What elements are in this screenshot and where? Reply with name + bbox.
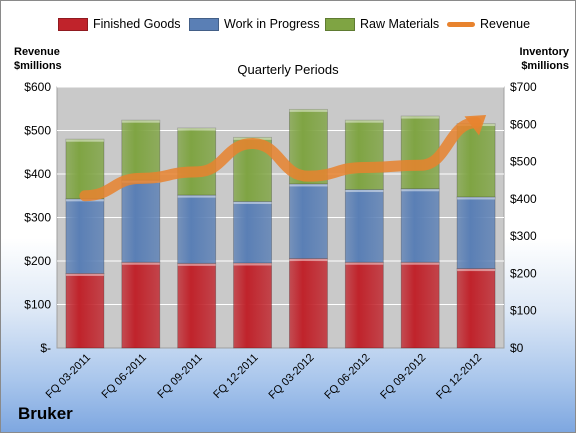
bar-top-highlight	[233, 201, 272, 204]
bar-raw-materials	[400, 115, 440, 190]
bar-top-highlight	[233, 262, 272, 266]
bar-finished-goods	[289, 258, 328, 349]
bar-finished-goods	[65, 273, 105, 349]
left-axis-tick-label: $500	[24, 124, 51, 138]
bar-top-highlight	[65, 273, 104, 276]
legend-item-revenue: Revenue	[447, 14, 530, 34]
left-axis-tick-label: $200	[24, 254, 51, 268]
x-axis-tick-label: FQ 12-2012	[434, 352, 484, 402]
legend-label-finished-goods: Finished Goods	[93, 17, 181, 31]
bar-work-in-progress	[400, 188, 440, 263]
x-axis-tick-label: FQ 09-2011	[155, 352, 204, 401]
bar-top-highlight	[401, 188, 440, 192]
bar-raw-materials	[177, 127, 217, 196]
x-axis-tick-label: FQ 03-2012	[267, 352, 317, 402]
bar-top-highlight	[289, 183, 328, 187]
company-name: Bruker	[18, 404, 73, 423]
left-axis-title-line2: $millions	[14, 60, 62, 72]
legend-item-work-in-progress: Work in Progress	[189, 14, 320, 34]
bar-top-highlight	[289, 109, 328, 112]
chart-subtitle: Quarterly Periods	[237, 62, 339, 77]
right-axis-title-line1: Inventory	[519, 46, 569, 58]
bar-work-in-progress	[121, 179, 161, 263]
x-axis-tick-label: FQ 06-2011	[100, 352, 149, 401]
bar-work-in-progress	[289, 183, 328, 259]
bar-finished-goods	[456, 268, 496, 349]
bar-finished-goods	[233, 262, 272, 349]
bar-work-in-progress	[344, 189, 384, 263]
bar-top-highlight	[177, 263, 216, 266]
bar-work-in-progress	[65, 198, 105, 274]
bar-work-in-progress	[456, 196, 496, 269]
bar-finished-goods	[177, 262, 217, 349]
right-axis-tick-label: $0	[510, 341, 524, 355]
x-axis-tick-label: FQ 06-2012	[322, 352, 372, 402]
legend: Finished Goods Work in Progress Raw Mate…	[0, 14, 576, 34]
left-axis-tick-label: $300	[24, 211, 51, 225]
right-axis-tick-label: $100	[510, 304, 537, 318]
bar-finished-goods	[121, 261, 161, 349]
left-axis-tick-label: $100	[24, 298, 51, 312]
legend-item-finished-goods: Finished Goods	[58, 14, 181, 34]
bar-work-in-progress	[177, 194, 217, 264]
bar-top-highlight	[457, 196, 496, 200]
revenue-line	[79, 117, 482, 202]
legend-item-raw-materials: Raw Materials	[325, 14, 439, 34]
bar-top-highlight	[289, 258, 328, 262]
right-axis-title-line2: $millions	[521, 60, 569, 72]
legend-swatch-work-in-progress	[189, 17, 219, 31]
right-axis-tick-label: $700	[510, 80, 537, 94]
legend-swatch-finished-goods	[58, 17, 88, 31]
bar-top-highlight	[401, 116, 440, 119]
bar-finished-goods	[344, 261, 384, 349]
right-axis-tick-label: $600	[510, 117, 537, 131]
revenue-arrowhead	[464, 115, 487, 136]
bar-top-highlight	[345, 120, 384, 123]
right-axis-tick-label: $500	[510, 155, 537, 169]
bar-top-highlight	[345, 262, 384, 265]
bar-raw-materials	[121, 119, 161, 181]
right-axis-tick-label: $200	[510, 266, 537, 280]
bar-top-highlight	[121, 120, 160, 123]
legend-label-revenue: Revenue	[480, 17, 531, 31]
legend-label-work-in-progress: Work in Progress	[224, 17, 320, 31]
legend-label-raw-materials: Raw Materials	[360, 17, 440, 31]
left-axis-title: Revenue $millions	[14, 45, 62, 73]
bar-top-highlight	[121, 262, 160, 265]
bar-work-in-progress	[233, 201, 272, 264]
right-axis-title: Inventory $millions	[509, 45, 569, 73]
left-axis-tick-label: $600	[24, 80, 51, 94]
bar-top-highlight	[65, 139, 104, 142]
bar-top-highlight	[457, 268, 496, 272]
bar-top-highlight	[177, 195, 216, 198]
right-axis-tick-label: $300	[510, 229, 537, 243]
left-axis-tick-label: $-	[40, 341, 51, 355]
bar-top-highlight	[401, 262, 440, 265]
bar-top-highlight	[345, 189, 384, 193]
legend-swatch-revenue	[447, 21, 475, 27]
x-axis-tick-label: FQ 09-2012	[378, 352, 428, 402]
legend-swatch-raw-materials	[325, 17, 355, 31]
right-axis-tick-label: $400	[510, 192, 537, 206]
x-axis-tick-label: FQ 12-2011	[211, 352, 260, 401]
bar-top-highlight	[177, 128, 216, 131]
left-axis-title-line1: Revenue	[14, 46, 60, 58]
bar-raw-materials	[456, 123, 496, 198]
bar-raw-materials	[344, 119, 384, 190]
bar-finished-goods	[400, 261, 440, 349]
x-axis-tick-label: FQ 03-2011	[44, 352, 93, 401]
left-axis-tick-label: $400	[24, 167, 51, 181]
